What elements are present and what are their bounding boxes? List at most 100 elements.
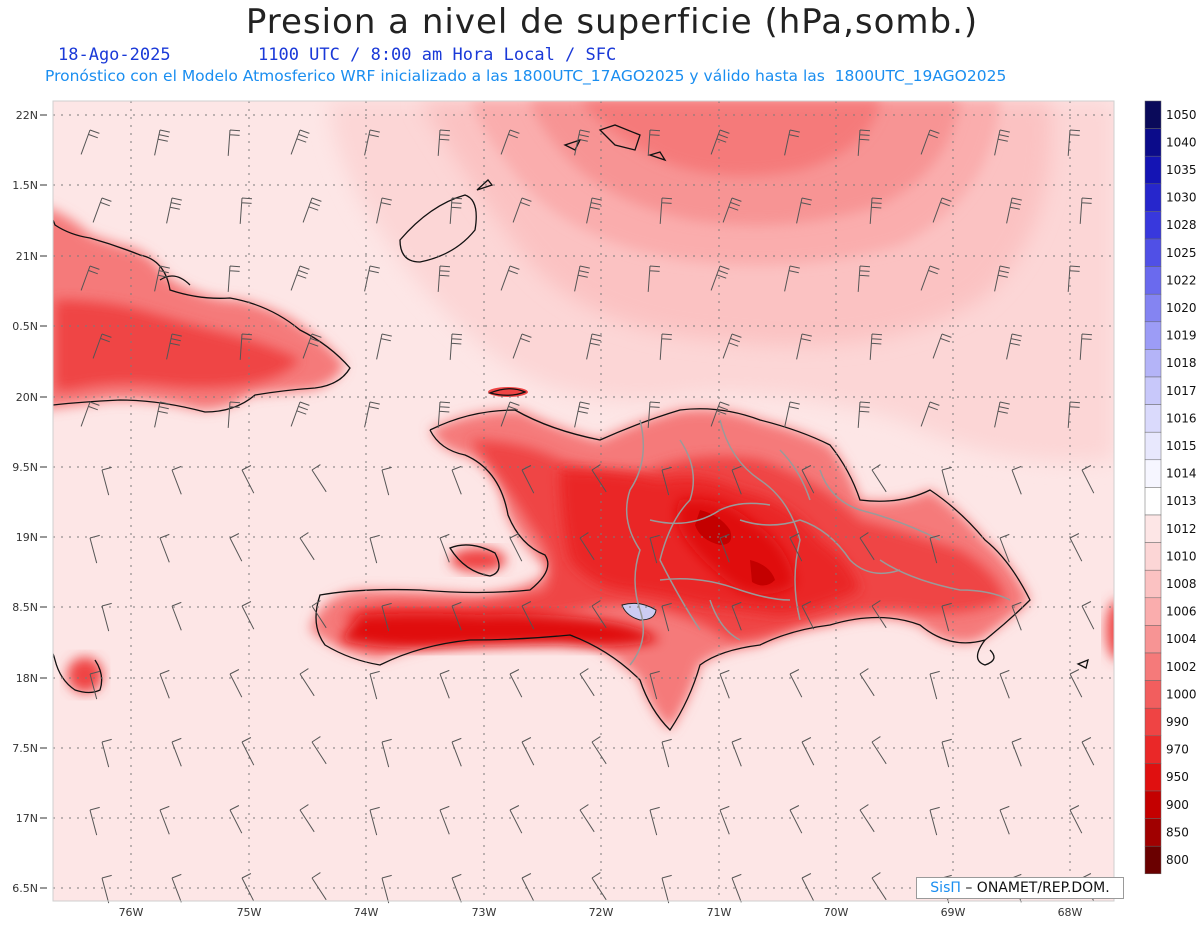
wind-barb — [1081, 601, 1095, 630]
wind-barb — [241, 465, 255, 494]
wind-barb — [229, 533, 243, 562]
wind-barb — [731, 873, 742, 903]
legend-swatch — [1144, 376, 1162, 405]
lon-label: 70W — [824, 906, 849, 919]
legend-label: 970 — [1166, 743, 1189, 757]
wind-barb — [591, 600, 607, 629]
wind-barb — [801, 737, 815, 766]
wind-barb — [859, 532, 875, 561]
lon-label: 69W — [941, 906, 966, 919]
wind-barb — [241, 873, 255, 902]
legend-label: 1030 — [1166, 191, 1197, 205]
wind-barb — [1069, 533, 1083, 562]
legend-label: 1002 — [1166, 660, 1197, 674]
wind-barb — [154, 265, 170, 292]
wind-barb — [451, 601, 462, 631]
wind-barb — [500, 265, 520, 291]
wind-barb — [869, 333, 883, 360]
legend-swatch — [1144, 238, 1162, 267]
credit-text: – ONAMET/REP.DOM. — [960, 880, 1110, 896]
wind-barb — [437, 129, 451, 156]
wind-barb — [929, 806, 940, 836]
wind-barb — [574, 401, 590, 428]
wind-barb — [647, 401, 661, 428]
wind-barb — [101, 466, 112, 496]
lat-label: 9.5N — [12, 461, 38, 474]
legend-swatch — [1144, 266, 1162, 295]
legend-swatch — [1144, 155, 1162, 185]
map-title: Presion a nivel de superficie (hPa,somb.… — [245, 2, 979, 42]
wind-barb — [1081, 465, 1095, 494]
wind-barb — [871, 600, 887, 629]
wind-barb — [994, 129, 1010, 156]
legend-label: 1004 — [1166, 632, 1197, 646]
wind-barb — [80, 129, 100, 155]
wind-barb — [299, 668, 315, 697]
legend-swatch — [1144, 100, 1162, 129]
wind-barb — [719, 669, 730, 699]
wind-barb — [1011, 737, 1022, 767]
legend-swatch — [1144, 183, 1162, 212]
wind-barb — [92, 197, 112, 223]
wind-barb — [509, 669, 523, 698]
wind-barb — [920, 129, 940, 155]
legend-label: 1025 — [1166, 246, 1197, 260]
wind-barb — [299, 804, 315, 833]
wind-barb — [311, 600, 327, 629]
longitude-axis: 76W 75W 74W 73W 72W 71W 70W 69W 68W — [119, 906, 1083, 919]
wind-barb — [591, 872, 607, 901]
wind-barb — [857, 401, 871, 428]
wind-barb — [1006, 333, 1022, 360]
wind-barb — [929, 534, 940, 564]
wind-barb — [227, 129, 241, 156]
wind-barb — [166, 333, 182, 360]
legend-label: 950 — [1166, 770, 1189, 784]
wind-barb — [159, 669, 170, 699]
lat-label: 8.5N — [12, 601, 38, 614]
legend-label: 1019 — [1166, 329, 1197, 343]
legend-swatch — [1144, 569, 1162, 599]
wind-barb — [789, 669, 803, 698]
legend-label: 1018 — [1166, 356, 1197, 370]
wind-barb — [796, 197, 812, 224]
legend-label: 1010 — [1166, 549, 1197, 563]
wind-barb — [299, 532, 315, 561]
legend-label: 1012 — [1166, 522, 1197, 536]
wind-barb — [80, 265, 100, 291]
wind-barb — [439, 805, 450, 835]
wind-barb — [649, 670, 660, 700]
wind-barb — [302, 197, 322, 223]
wind-barb — [1081, 737, 1095, 766]
wind-barb — [859, 804, 875, 833]
credit-box: SisΠ – ONAMET/REP.DOM. — [916, 877, 1124, 899]
wind-barb — [364, 401, 380, 428]
legend-label: 1013 — [1166, 494, 1197, 508]
lat-label: 1.5N — [12, 179, 38, 192]
lon-label: 74W — [354, 906, 379, 919]
legend-swatch — [1144, 763, 1162, 792]
wind-barb — [171, 737, 182, 767]
wind-barb — [857, 129, 871, 156]
wind-barb — [89, 806, 100, 836]
lat-label: 6.5N — [12, 882, 38, 895]
wind-barb — [719, 805, 730, 835]
legend-label: 1017 — [1166, 384, 1197, 398]
legend-label: 800 — [1166, 853, 1189, 867]
wind-barb — [101, 738, 112, 768]
legend-swatch — [1144, 321, 1162, 350]
wind-barb — [932, 197, 952, 223]
wind-barb — [579, 804, 595, 833]
wind-barb — [784, 129, 800, 156]
wind-barb — [722, 197, 742, 223]
lat-label: 19N — [16, 531, 38, 544]
wind-barb — [579, 532, 595, 561]
wind-barb — [376, 197, 392, 224]
wind-barb — [869, 197, 883, 224]
wind-barb — [871, 736, 887, 765]
map-frame — [52, 100, 1115, 902]
legend-label: 1016 — [1166, 411, 1197, 425]
wind-barb — [659, 197, 673, 224]
province-borders — [625, 419, 1011, 666]
wind-barb — [649, 806, 660, 836]
legend-swatch — [1144, 597, 1162, 626]
